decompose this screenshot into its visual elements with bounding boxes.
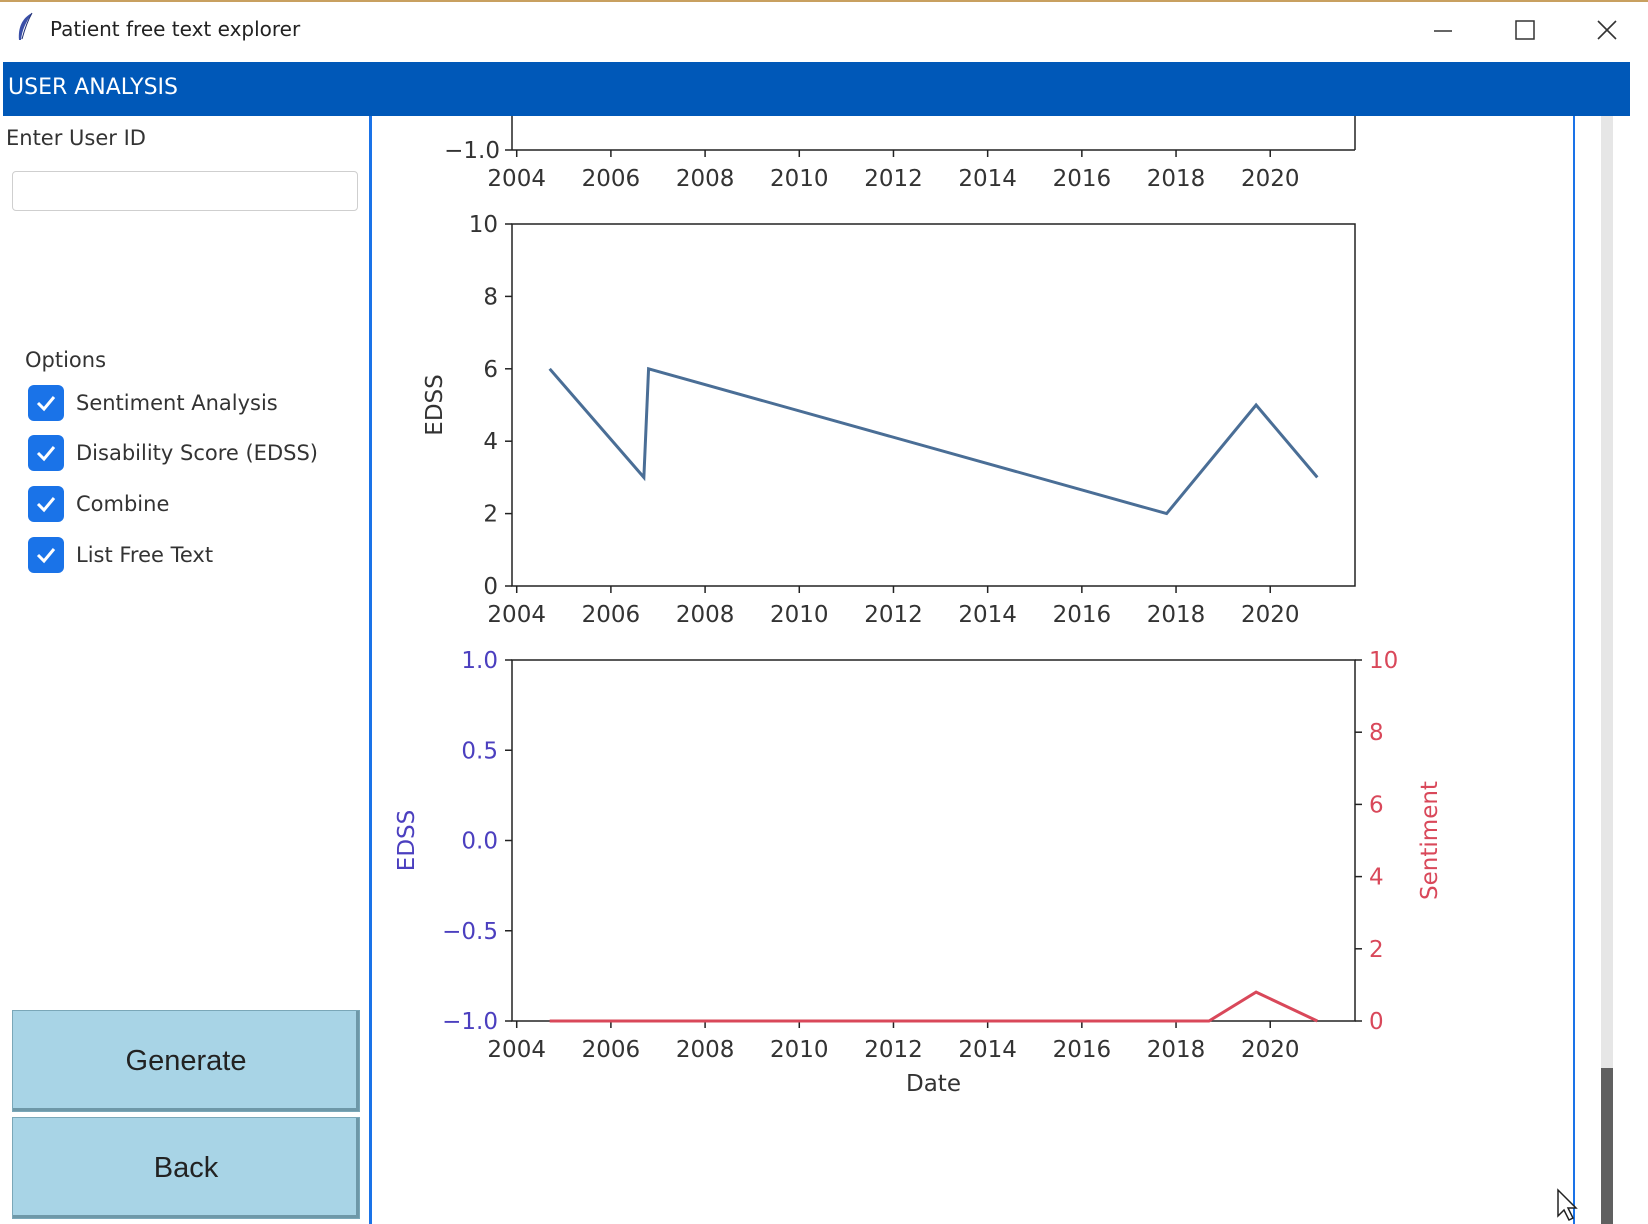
frame-border xyxy=(1573,116,1575,1224)
x-tick-label: 2012 xyxy=(864,166,923,192)
y-tick-label: 0.5 xyxy=(461,738,498,764)
x-tick-label: 2010 xyxy=(770,1037,829,1063)
mouse-cursor-icon xyxy=(1557,1188,1578,1222)
window-title: Patient free text explorer xyxy=(50,17,301,41)
list-free-text-checkbox[interactable] xyxy=(28,537,64,573)
y-tick-label: −1.0 xyxy=(444,138,500,164)
y-tick-label: 10 xyxy=(469,212,498,238)
panel-divider xyxy=(369,116,372,1224)
minimize-button[interactable] xyxy=(1418,10,1468,50)
header-title: USER ANALYSIS xyxy=(8,75,178,100)
option-sentiment-analysis[interactable]: Sentiment Analysis xyxy=(28,384,278,422)
option-label: Combine xyxy=(76,492,170,516)
x-tick-label: 2020 xyxy=(1241,166,1300,192)
sentiment-series-line xyxy=(549,990,1318,1023)
x-tick-label: 2006 xyxy=(582,1037,641,1063)
maximize-button[interactable] xyxy=(1500,10,1550,50)
scrollbar[interactable] xyxy=(1601,116,1613,1224)
checkmark-icon xyxy=(36,548,56,564)
option-label: Disability Score (EDSS) xyxy=(76,441,318,465)
x-tick-label: 2004 xyxy=(487,1037,546,1063)
x-tick-label: 2016 xyxy=(1053,602,1112,628)
y-tick-label-right: 2 xyxy=(1369,937,1384,963)
disability-score-checkbox[interactable] xyxy=(28,435,64,471)
back-button[interactable]: Back xyxy=(12,1117,360,1219)
y-tick-label-right: 10 xyxy=(1369,648,1398,674)
y-tick-label: 2 xyxy=(483,502,498,528)
x-tick-label: 2006 xyxy=(582,166,641,192)
option-label: Sentiment Analysis xyxy=(76,391,278,415)
user-id-label: Enter User ID xyxy=(6,126,146,150)
y-tick-label-right: 0 xyxy=(1369,1009,1384,1035)
y-tick-label: 1.0 xyxy=(461,648,498,674)
y-tick-label: 8 xyxy=(483,284,498,310)
plot-frame xyxy=(511,659,1356,1022)
minimize-icon xyxy=(1434,30,1452,32)
combine-checkbox[interactable] xyxy=(28,486,64,522)
y-tick-label: −0.5 xyxy=(442,919,498,945)
sentiment-analysis-checkbox[interactable] xyxy=(28,385,64,421)
plot-frame xyxy=(511,223,1356,587)
x-tick-label: 2016 xyxy=(1053,1037,1112,1063)
x-tick-label: 2010 xyxy=(770,166,829,192)
options-label: Options xyxy=(25,348,107,372)
x-tick-label: 2008 xyxy=(676,1037,735,1063)
edss-series-line xyxy=(548,366,1319,516)
x-tick-label: 2010 xyxy=(770,602,829,628)
x-tick-label: 2008 xyxy=(676,166,735,192)
x-tick-label: 2020 xyxy=(1241,602,1300,628)
x-tick-label: 2018 xyxy=(1147,166,1206,192)
user-analysis-header: USER ANALYSIS xyxy=(3,62,1630,116)
checkmark-icon xyxy=(36,396,56,412)
option-label: List Free Text xyxy=(76,543,214,567)
x-tick-label: 2012 xyxy=(864,602,923,628)
y-tick-label-right: 6 xyxy=(1369,792,1384,818)
checkmark-icon xyxy=(36,446,56,462)
x-tick-label: 2014 xyxy=(958,166,1017,192)
option-disability-score[interactable]: Disability Score (EDSS) xyxy=(28,434,318,472)
y-tick-label: 4 xyxy=(483,429,498,455)
y-tick-label-right: 4 xyxy=(1369,865,1384,891)
maximize-icon xyxy=(1515,20,1535,40)
option-list-free-text[interactable]: List Free Text xyxy=(28,536,213,574)
y-tick-label: 6 xyxy=(483,357,498,383)
y-tick-label: 0.0 xyxy=(461,829,498,855)
y-axis-label-right: Sentiment xyxy=(1417,781,1443,900)
y-axis-label-left: EDSS xyxy=(394,810,420,871)
close-button[interactable] xyxy=(1582,10,1632,50)
option-combine[interactable]: Combine xyxy=(28,485,169,523)
x-tick-label: 2006 xyxy=(582,602,641,628)
x-tick-label: 2018 xyxy=(1147,1037,1206,1063)
x-tick-label: 2004 xyxy=(487,602,546,628)
x-tick-label: 2008 xyxy=(676,602,735,628)
feather-icon xyxy=(18,12,33,40)
title-bar: Patient free text explorer xyxy=(0,0,1648,62)
y-tick-label: 0 xyxy=(483,574,498,600)
x-tick-label: 2020 xyxy=(1241,1037,1300,1063)
close-icon xyxy=(1597,20,1617,40)
checkmark-icon xyxy=(36,497,56,513)
x-tick-label: 2012 xyxy=(864,1037,923,1063)
user-id-input[interactable] xyxy=(12,171,358,211)
x-tick-label: 2018 xyxy=(1147,602,1206,628)
options-panel: Enter User ID Options Sentiment Analysis… xyxy=(0,116,370,1224)
x-tick-label: 2014 xyxy=(958,602,1017,628)
x-axis-label: Date xyxy=(906,1071,961,1097)
generate-button[interactable]: Generate xyxy=(12,1010,360,1112)
scrollbar-thumb[interactable] xyxy=(1601,1068,1613,1224)
y-tick-label-right: 8 xyxy=(1369,720,1384,746)
y-axis-label: EDSS xyxy=(422,374,448,435)
x-tick-label: 2016 xyxy=(1053,166,1112,192)
x-tick-label: 2004 xyxy=(487,166,546,192)
y-tick-label: −1.0 xyxy=(442,1009,498,1035)
x-tick-label: 2014 xyxy=(958,1037,1017,1063)
